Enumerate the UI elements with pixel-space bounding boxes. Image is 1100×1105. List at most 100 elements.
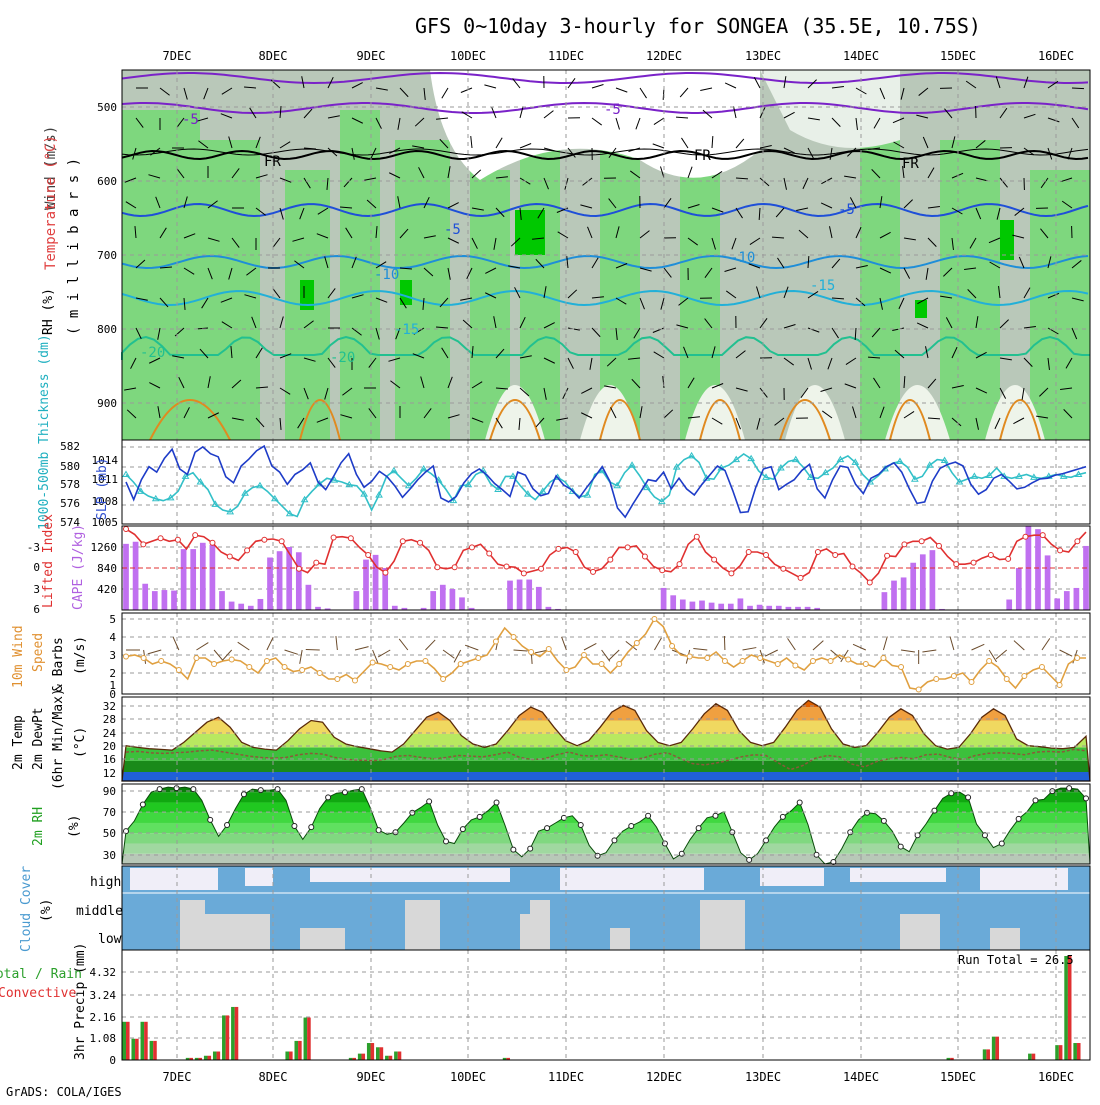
li-tick: 6 [33, 603, 40, 616]
wind-speed-point [634, 641, 639, 646]
cape-bar [747, 606, 753, 610]
temp-tick: 32 [103, 700, 116, 713]
lifted-index-point [331, 535, 336, 540]
wind-barb-10m [454, 650, 461, 662]
lifted-index-point [850, 564, 855, 569]
rh-point [595, 853, 600, 858]
lifted-index-point [487, 551, 492, 556]
lifted-index-point [902, 542, 907, 547]
rh-point [662, 841, 667, 846]
cape-bar [507, 581, 513, 610]
wind-speed-point [300, 668, 305, 673]
cape-bar [440, 585, 446, 610]
wind-speed-point [352, 678, 357, 683]
wind-speed-line [126, 619, 1086, 690]
cape-bar [200, 543, 206, 610]
rh-point [326, 795, 331, 800]
rh-point [444, 839, 449, 844]
cape-bar [1054, 598, 1060, 610]
label-2m-temp: 2m Temp [11, 715, 26, 770]
rh-point [1084, 796, 1089, 801]
rh-point [780, 814, 785, 819]
wind-barb-10m [996, 650, 1007, 659]
rh-band [122, 813, 1090, 823]
rh-point [999, 841, 1004, 846]
label-cloud-units: (%) [39, 899, 54, 922]
cape-bar [210, 545, 216, 610]
rh-point [494, 800, 499, 805]
rh-point [612, 838, 617, 843]
precip-convective-bar [144, 1022, 148, 1060]
lifted-index-point [971, 560, 976, 565]
lifted-index-point [400, 539, 405, 544]
cloud-high-clear [560, 868, 704, 890]
lifted-index-point [141, 542, 146, 547]
panel-precip: 4.323.242.161.080 [90, 950, 1091, 1067]
wind-speed-point [335, 677, 340, 682]
date-label-bottom: 10DEC [450, 1070, 486, 1084]
precip-convective-bar [361, 1054, 365, 1060]
wind-speed-point [282, 665, 287, 670]
wind-speed-point [388, 665, 393, 670]
lifted-index-point [504, 564, 509, 569]
wind-barb-10m [853, 644, 866, 650]
cape-bar [238, 604, 244, 610]
cape-bar [526, 580, 532, 610]
precip-tick: 3.24 [90, 989, 117, 1002]
precip-convective-bar [1059, 1045, 1063, 1060]
cape-bar [430, 591, 436, 610]
cape-bar [517, 580, 523, 610]
wind-speed-point [599, 662, 604, 667]
cape-bar [910, 563, 916, 610]
precip-convective-bar [217, 1052, 221, 1060]
cloud-low-clear [190, 914, 240, 950]
label-cloud-cover: Cloud Cover [19, 866, 34, 952]
precip-total-bar [213, 1052, 217, 1060]
date-label-top: 11DEC [548, 49, 584, 63]
rh-point [629, 824, 634, 829]
pressure-tick: 900 [97, 397, 117, 410]
cape-bar [363, 560, 369, 610]
label-2m-rh: 2m RH [31, 807, 46, 846]
precip-total-bar [141, 1022, 145, 1060]
precip-convective-bar [153, 1041, 157, 1060]
wind-speed-point [1022, 674, 1027, 679]
wind-barb-10m [355, 647, 369, 650]
cloud-low-clear [300, 928, 345, 950]
rh-point [511, 847, 516, 852]
cape-bar [1045, 555, 1051, 610]
rh-point [915, 833, 920, 838]
rh-bands [122, 782, 1090, 864]
lifted-index-point [539, 566, 544, 571]
lifted-index-point [193, 533, 198, 538]
label-pressure: ( m i l l i b a r s ) [66, 158, 82, 335]
wind-speed-point [810, 659, 815, 664]
lifted-index-point [366, 553, 371, 558]
cape-bar [267, 558, 273, 611]
wind-speed-point [881, 656, 886, 661]
lifted-index-point [1075, 539, 1080, 544]
precip-total-bar [131, 1039, 135, 1060]
li-tick: 0 [33, 561, 40, 574]
cloud-high-clear [980, 868, 1068, 890]
cape-bar [718, 604, 724, 610]
rh-moist-region [940, 140, 1000, 440]
cape-bar [670, 595, 676, 610]
precip-total-bar [285, 1052, 289, 1060]
cape-tick: 840 [97, 562, 117, 575]
temp-band [122, 734, 1090, 747]
rh-point [545, 826, 550, 831]
lifted-index-point [885, 553, 890, 558]
lifted-index-point [729, 571, 734, 576]
precip-convective-bar [126, 1022, 130, 1060]
cape-bar [1083, 546, 1089, 610]
wind-speed-point [264, 659, 269, 664]
cape-bar [728, 604, 734, 610]
lifted-index-point [712, 557, 717, 562]
rh-point [747, 857, 752, 862]
rh-tick: 90 [103, 785, 116, 798]
precip-total-bar [222, 1015, 226, 1060]
precip-convective-bar [398, 1052, 402, 1060]
cape-bar [459, 597, 465, 610]
